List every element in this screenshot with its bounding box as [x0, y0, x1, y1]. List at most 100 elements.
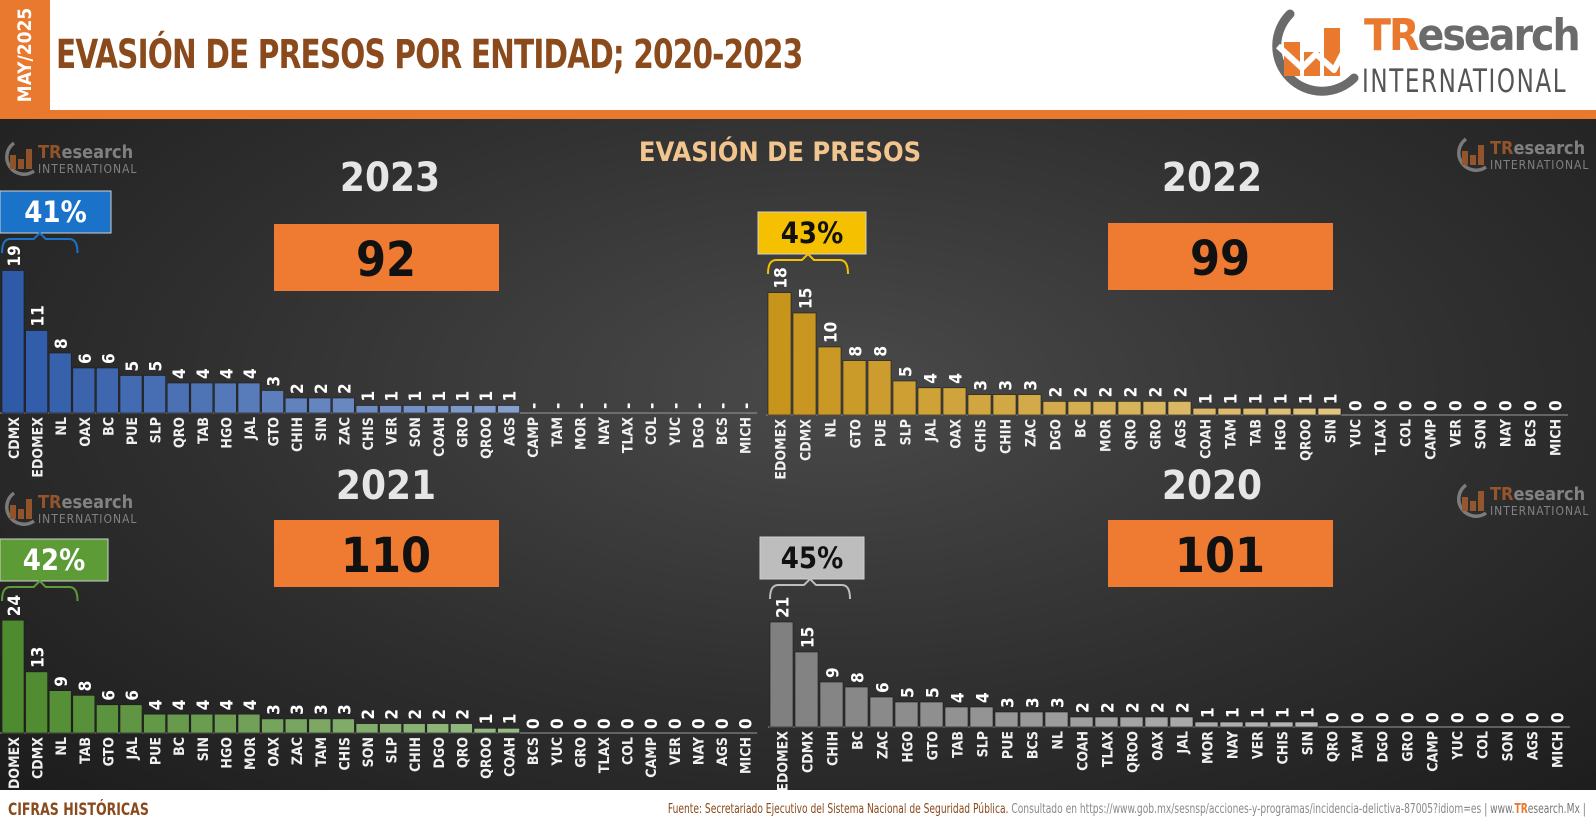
bar-GTO: [96, 704, 119, 734]
category-label: QRO: [1124, 419, 1140, 450]
watermark-bar: [1462, 151, 1468, 165]
bar-QROO: [473, 727, 497, 734]
category-label: CAMP: [526, 417, 542, 458]
data-label: 0: [1424, 712, 1444, 723]
footer-label: CIFRAS HISTÓRICAS: [8, 800, 149, 820]
data-label: -: [737, 403, 757, 409]
data-label: 9: [52, 676, 72, 687]
data-label: 13: [29, 647, 49, 668]
bar-NL: [1044, 711, 1069, 728]
category-label: GRO: [1401, 731, 1417, 762]
watermark-bar: [1478, 145, 1484, 165]
bar-SIN: [1294, 721, 1319, 728]
bar-CHIH: [992, 394, 1017, 416]
data-label: 1: [1299, 707, 1319, 718]
category-label: PUE: [125, 417, 141, 445]
data-label: 1: [1272, 394, 1292, 405]
category-label: BC: [101, 417, 117, 436]
bar-DGO: [1042, 401, 1067, 416]
logo-subtitle: INTERNATIONAL: [1362, 62, 1568, 100]
watermark-tr: TR: [1490, 138, 1514, 159]
brand-logo: TResearch INTERNATIONAL: [1262, 6, 1592, 100]
share-value: 42%: [23, 543, 85, 577]
watermark-bar: [18, 509, 24, 519]
logo-chart-icon: [1272, 9, 1360, 96]
category-label: EDOMEX: [7, 737, 23, 790]
category-label: SIN: [1301, 731, 1317, 755]
data-label: 0: [1547, 400, 1567, 411]
category-label: OAX: [949, 419, 965, 449]
data-label: 3: [997, 380, 1017, 391]
category-label: AGS: [715, 737, 731, 766]
category-label: MOR: [1099, 419, 1115, 452]
bar-CHIS: [355, 405, 379, 414]
category-label: AGS: [1526, 731, 1542, 760]
category-label: GRO: [573, 737, 589, 768]
bar-QROO: [473, 405, 497, 414]
watermark-wordmark: TResearch: [38, 142, 133, 163]
website-tr: TR: [1514, 802, 1528, 817]
category-label: BC: [1074, 419, 1090, 438]
data-label: 4: [241, 368, 261, 379]
data-label: 1: [430, 391, 450, 402]
data-label: 4: [922, 373, 942, 384]
bar-BC: [1067, 401, 1092, 416]
total-value: 110: [341, 528, 431, 584]
data-label: 0: [1324, 712, 1344, 723]
watermark-bar: [1478, 491, 1484, 511]
data-label: 4: [147, 700, 167, 711]
data-label: 2: [430, 709, 450, 720]
watermark-bar: [1470, 155, 1476, 165]
category-label: COAH: [432, 417, 448, 457]
bar-SLP: [969, 706, 994, 728]
category-label: BCS: [1524, 419, 1540, 447]
bar-COAH: [426, 405, 450, 414]
category-label: CHIS: [337, 737, 353, 771]
bar-AGS: [497, 405, 520, 414]
data-label: 0: [571, 718, 591, 729]
category-label: SON: [1474, 419, 1490, 449]
data-label: 6: [76, 353, 96, 364]
watermark-subtitle: INTERNATIONAL: [38, 512, 137, 526]
bar-CDMX: [1, 270, 25, 414]
category-label: SLP: [976, 731, 992, 757]
bar-OAX: [261, 718, 284, 734]
category-label: VER: [1449, 419, 1465, 447]
data-label: 0: [1449, 712, 1469, 723]
category-label: NL: [54, 417, 70, 436]
footer-source: Fuente: Secretariado Ejecutivo del Siste…: [668, 802, 1586, 817]
data-label: 0: [1499, 712, 1519, 723]
watermark-research: esearch: [1514, 138, 1586, 159]
year-label: 2022: [1162, 155, 1262, 201]
category-label: TAB: [1249, 419, 1265, 446]
category-label: NAY: [1499, 418, 1515, 447]
watermark-research: esearch: [62, 142, 134, 163]
data-label: 6: [123, 690, 143, 701]
data-label: 4: [217, 700, 237, 711]
data-label: 5: [924, 687, 944, 698]
date-label: MAY/2025: [14, 7, 36, 103]
data-label: 0: [524, 718, 544, 729]
category-label: SON: [1501, 731, 1517, 761]
category-label: AGS: [1174, 419, 1190, 448]
category-label: JAL: [125, 737, 141, 760]
bar-SON: [402, 405, 426, 414]
share-bracket: [1, 579, 79, 602]
category-label: QROO: [479, 737, 495, 779]
category-label: COL: [1476, 731, 1492, 759]
bar-VER: [1244, 721, 1269, 728]
category-label: MOR: [573, 417, 589, 450]
charts-canvas: EVASIÓN DE PRESOSTResearchINTERNATIONALT…: [0, 136, 1588, 790]
data-label: 4: [217, 368, 237, 379]
data-label: 3: [335, 704, 355, 715]
data-label: 2: [1097, 387, 1117, 398]
category-label: PUE: [149, 737, 165, 765]
category-label: NAY: [691, 736, 707, 765]
category-label: YUC: [1349, 419, 1365, 449]
data-label: 2: [312, 383, 332, 394]
watermark-bar: [10, 505, 16, 519]
data-label: 0: [619, 718, 639, 729]
category-label: CDMX: [7, 417, 23, 459]
data-label: 0: [666, 718, 686, 729]
